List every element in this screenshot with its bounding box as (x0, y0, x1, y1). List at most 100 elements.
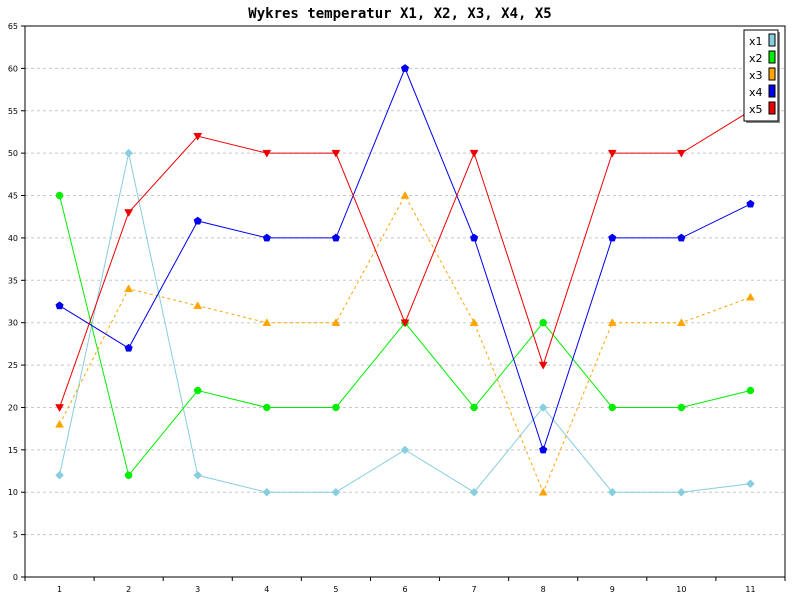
series-x2 (55, 191, 755, 480)
x-tick-label: 5 (333, 585, 338, 594)
data-point (55, 470, 64, 480)
legend-label: x3 (749, 69, 763, 82)
y-tick-label: 65 (8, 22, 18, 31)
x-tick-label: 7 (472, 585, 477, 594)
data-point (608, 233, 617, 242)
data-point (400, 319, 410, 328)
data-point (262, 233, 271, 242)
series-x4 (55, 64, 755, 454)
legend-label: x4 (749, 86, 763, 99)
series-x5 (55, 107, 755, 412)
data-point (746, 386, 755, 395)
data-point (124, 148, 133, 158)
y-tick-label: 15 (8, 446, 18, 455)
y-tick-label: 5 (13, 531, 18, 540)
data-point (469, 487, 479, 497)
data-point (55, 301, 64, 310)
data-point (331, 487, 341, 497)
data-point (55, 191, 64, 200)
legend-label: x2 (749, 52, 763, 65)
data-point (262, 487, 272, 497)
y-tick-label: 35 (8, 276, 18, 285)
data-point (400, 191, 410, 199)
data-point (469, 149, 479, 158)
data-point (677, 487, 686, 497)
data-point (193, 470, 203, 480)
series-x3 (55, 191, 755, 496)
y-tick-label: 45 (8, 192, 18, 201)
data-point (677, 233, 686, 242)
series-area (55, 64, 755, 497)
series-x1 (55, 148, 755, 497)
x-tick-label: 9 (610, 585, 615, 594)
grid (25, 25, 785, 536)
data-point (55, 419, 64, 428)
y-tick-label: 55 (8, 107, 18, 116)
data-point (607, 149, 617, 158)
data-point (193, 216, 202, 225)
y-tick-label: 50 (8, 149, 18, 158)
data-point (262, 149, 272, 158)
x-tick-label: 4 (264, 585, 269, 594)
data-point (400, 64, 410, 72)
y-tick-label: 10 (8, 488, 18, 497)
data-point (400, 445, 410, 455)
data-point (193, 301, 203, 309)
data-point (538, 361, 548, 370)
data-point (331, 233, 341, 242)
data-point (677, 403, 686, 412)
data-point (263, 403, 271, 412)
legend: x1 x2 x3 x4 x5 (743, 29, 780, 123)
x-tick-label: 8 (541, 585, 546, 594)
x-tick-label: 10 (676, 585, 686, 594)
data-point (193, 386, 202, 395)
y-tick-label: 30 (8, 319, 18, 328)
data-point (55, 404, 64, 412)
data-point (608, 403, 617, 412)
data-point (746, 199, 755, 208)
data-point (124, 471, 133, 480)
data-point (262, 318, 272, 326)
data-point (746, 479, 755, 489)
series-line-x4 (59, 67, 751, 452)
data-point (607, 318, 617, 326)
data-point (676, 149, 686, 158)
legend-swatch (768, 67, 776, 81)
y-tick-label: 40 (8, 234, 18, 243)
data-point (676, 318, 686, 326)
series-line-x3 (59, 194, 751, 494)
data-point (332, 403, 340, 412)
data-point (539, 318, 547, 327)
data-point (193, 132, 203, 141)
plot-border (24, 25, 786, 578)
x-tick-label: 3 (195, 585, 200, 594)
data-point (469, 318, 479, 326)
data-point (607, 487, 617, 497)
data-point (539, 445, 548, 454)
x-tick-label: 1 (57, 585, 62, 594)
y-tick-label: 20 (8, 403, 18, 412)
y-tick-label: 60 (8, 64, 18, 73)
data-point (746, 292, 755, 301)
data-point (331, 149, 341, 158)
data-point (538, 403, 548, 412)
data-point (538, 487, 548, 496)
data-point (331, 318, 341, 326)
x-tick-label: 2 (126, 585, 131, 594)
series-line-x5 (59, 110, 751, 408)
legend-swatch (768, 101, 776, 115)
data-point (124, 284, 134, 293)
legend-swatch (768, 50, 776, 64)
y-tick-label: 25 (8, 361, 18, 370)
x-tick-label: 6 (402, 585, 407, 594)
data-point (470, 403, 478, 412)
chart-title: Wykres temperatur X1, X2, X3, X4, X5 (248, 6, 551, 22)
legend-swatch (768, 84, 776, 98)
data-point (124, 209, 134, 217)
x-tick-label: 11 (745, 585, 755, 594)
data-point (469, 233, 479, 242)
legend-swatch (768, 33, 776, 47)
